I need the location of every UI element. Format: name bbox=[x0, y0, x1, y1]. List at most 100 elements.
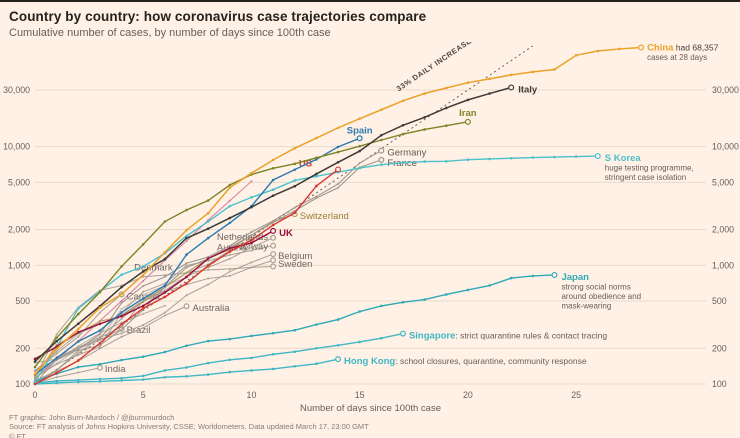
series-annotation: strong social norms bbox=[561, 282, 630, 291]
end-marker bbox=[464, 118, 471, 125]
data-point bbox=[228, 274, 231, 277]
data-point bbox=[163, 220, 167, 223]
data-point bbox=[185, 294, 188, 297]
data-point bbox=[163, 257, 167, 261]
data-point bbox=[141, 273, 145, 277]
x-tick: 15 bbox=[355, 390, 365, 400]
data-point bbox=[120, 328, 123, 331]
series-label-switzerland: Switzerland bbox=[300, 211, 349, 222]
data-point bbox=[423, 298, 426, 301]
end-marker bbox=[551, 271, 558, 278]
data-point bbox=[336, 145, 340, 149]
series-line bbox=[34, 305, 187, 381]
data-point bbox=[185, 275, 188, 279]
x-axis-title: Number of days since 100th case bbox=[300, 403, 441, 412]
series-label-germany: Germany bbox=[387, 148, 426, 159]
series-singapore: Singapore: strict quarantine rules & con… bbox=[33, 331, 607, 385]
data-point bbox=[55, 352, 58, 355]
data-point bbox=[120, 311, 123, 314]
data-point bbox=[315, 174, 318, 178]
data-point bbox=[444, 106, 448, 110]
data-point bbox=[207, 259, 210, 262]
data-point bbox=[120, 273, 123, 277]
series-australia: Australia bbox=[34, 303, 230, 382]
data-point bbox=[98, 380, 102, 383]
data-point bbox=[185, 375, 188, 378]
y-tick-left: 200 bbox=[15, 343, 30, 353]
data-point bbox=[142, 284, 145, 287]
data-point bbox=[120, 292, 123, 296]
series-line bbox=[34, 367, 101, 384]
data-point bbox=[163, 284, 167, 287]
data-point bbox=[142, 300, 145, 303]
data-point bbox=[185, 253, 188, 256]
data-point bbox=[141, 374, 145, 378]
data-point bbox=[358, 162, 361, 165]
data-point bbox=[250, 246, 253, 249]
data-point bbox=[142, 326, 145, 329]
data-point bbox=[358, 149, 361, 153]
data-point bbox=[315, 136, 318, 140]
data-point bbox=[98, 347, 101, 350]
data-point bbox=[250, 249, 253, 252]
data-point bbox=[271, 367, 275, 371]
series-label-hong-kong: Hong Kong: school closures, quarantine, … bbox=[344, 356, 587, 367]
series-line bbox=[34, 159, 382, 385]
data-point bbox=[98, 336, 101, 339]
data-point bbox=[250, 230, 253, 233]
data-point bbox=[120, 301, 123, 304]
data-point bbox=[228, 270, 231, 273]
end-marker bbox=[378, 147, 385, 154]
data-point bbox=[488, 92, 491, 95]
data-point bbox=[163, 274, 166, 277]
data-point bbox=[185, 240, 188, 243]
data-point bbox=[76, 312, 80, 316]
series-line bbox=[34, 237, 274, 372]
data-point bbox=[336, 150, 340, 154]
data-point bbox=[358, 310, 361, 313]
end-marker bbox=[594, 153, 601, 160]
data-point bbox=[163, 291, 167, 294]
data-point bbox=[185, 266, 188, 269]
y-tick-left: 10,000 bbox=[3, 142, 30, 152]
data-point bbox=[120, 285, 123, 289]
data-point bbox=[293, 364, 297, 368]
data-point bbox=[488, 284, 491, 287]
x-tick: 0 bbox=[33, 390, 38, 400]
data-point bbox=[141, 378, 145, 381]
data-point bbox=[466, 98, 470, 102]
data-point bbox=[250, 369, 253, 372]
data-point bbox=[358, 340, 361, 344]
data-point bbox=[98, 333, 101, 336]
data-point bbox=[336, 343, 340, 347]
data-point bbox=[34, 369, 36, 372]
data-point bbox=[120, 314, 123, 318]
data-point bbox=[315, 197, 318, 200]
data-point bbox=[250, 171, 253, 175]
data-point bbox=[206, 257, 210, 260]
data-point bbox=[380, 163, 383, 166]
series-label-spain: Spain bbox=[347, 125, 373, 136]
data-point bbox=[444, 293, 448, 296]
data-point bbox=[207, 268, 210, 271]
data-point bbox=[76, 340, 80, 343]
data-point bbox=[228, 186, 232, 189]
data-point bbox=[55, 350, 58, 353]
series-annotation: stringent case isolation bbox=[605, 173, 686, 182]
data-point bbox=[444, 160, 448, 163]
data-point bbox=[293, 179, 297, 182]
series-line bbox=[34, 245, 274, 379]
end-marker bbox=[335, 356, 342, 363]
data-point bbox=[163, 275, 166, 278]
data-point bbox=[466, 81, 470, 84]
series-label-iran: Iran bbox=[459, 108, 477, 119]
data-point bbox=[293, 350, 297, 354]
data-point bbox=[250, 334, 253, 338]
end-marker bbox=[378, 156, 385, 163]
data-point bbox=[228, 358, 232, 362]
data-point bbox=[55, 369, 58, 372]
data-point bbox=[76, 365, 80, 369]
y-tick-right: 30,000 bbox=[712, 85, 739, 95]
series-label-uk: UK bbox=[279, 228, 293, 239]
